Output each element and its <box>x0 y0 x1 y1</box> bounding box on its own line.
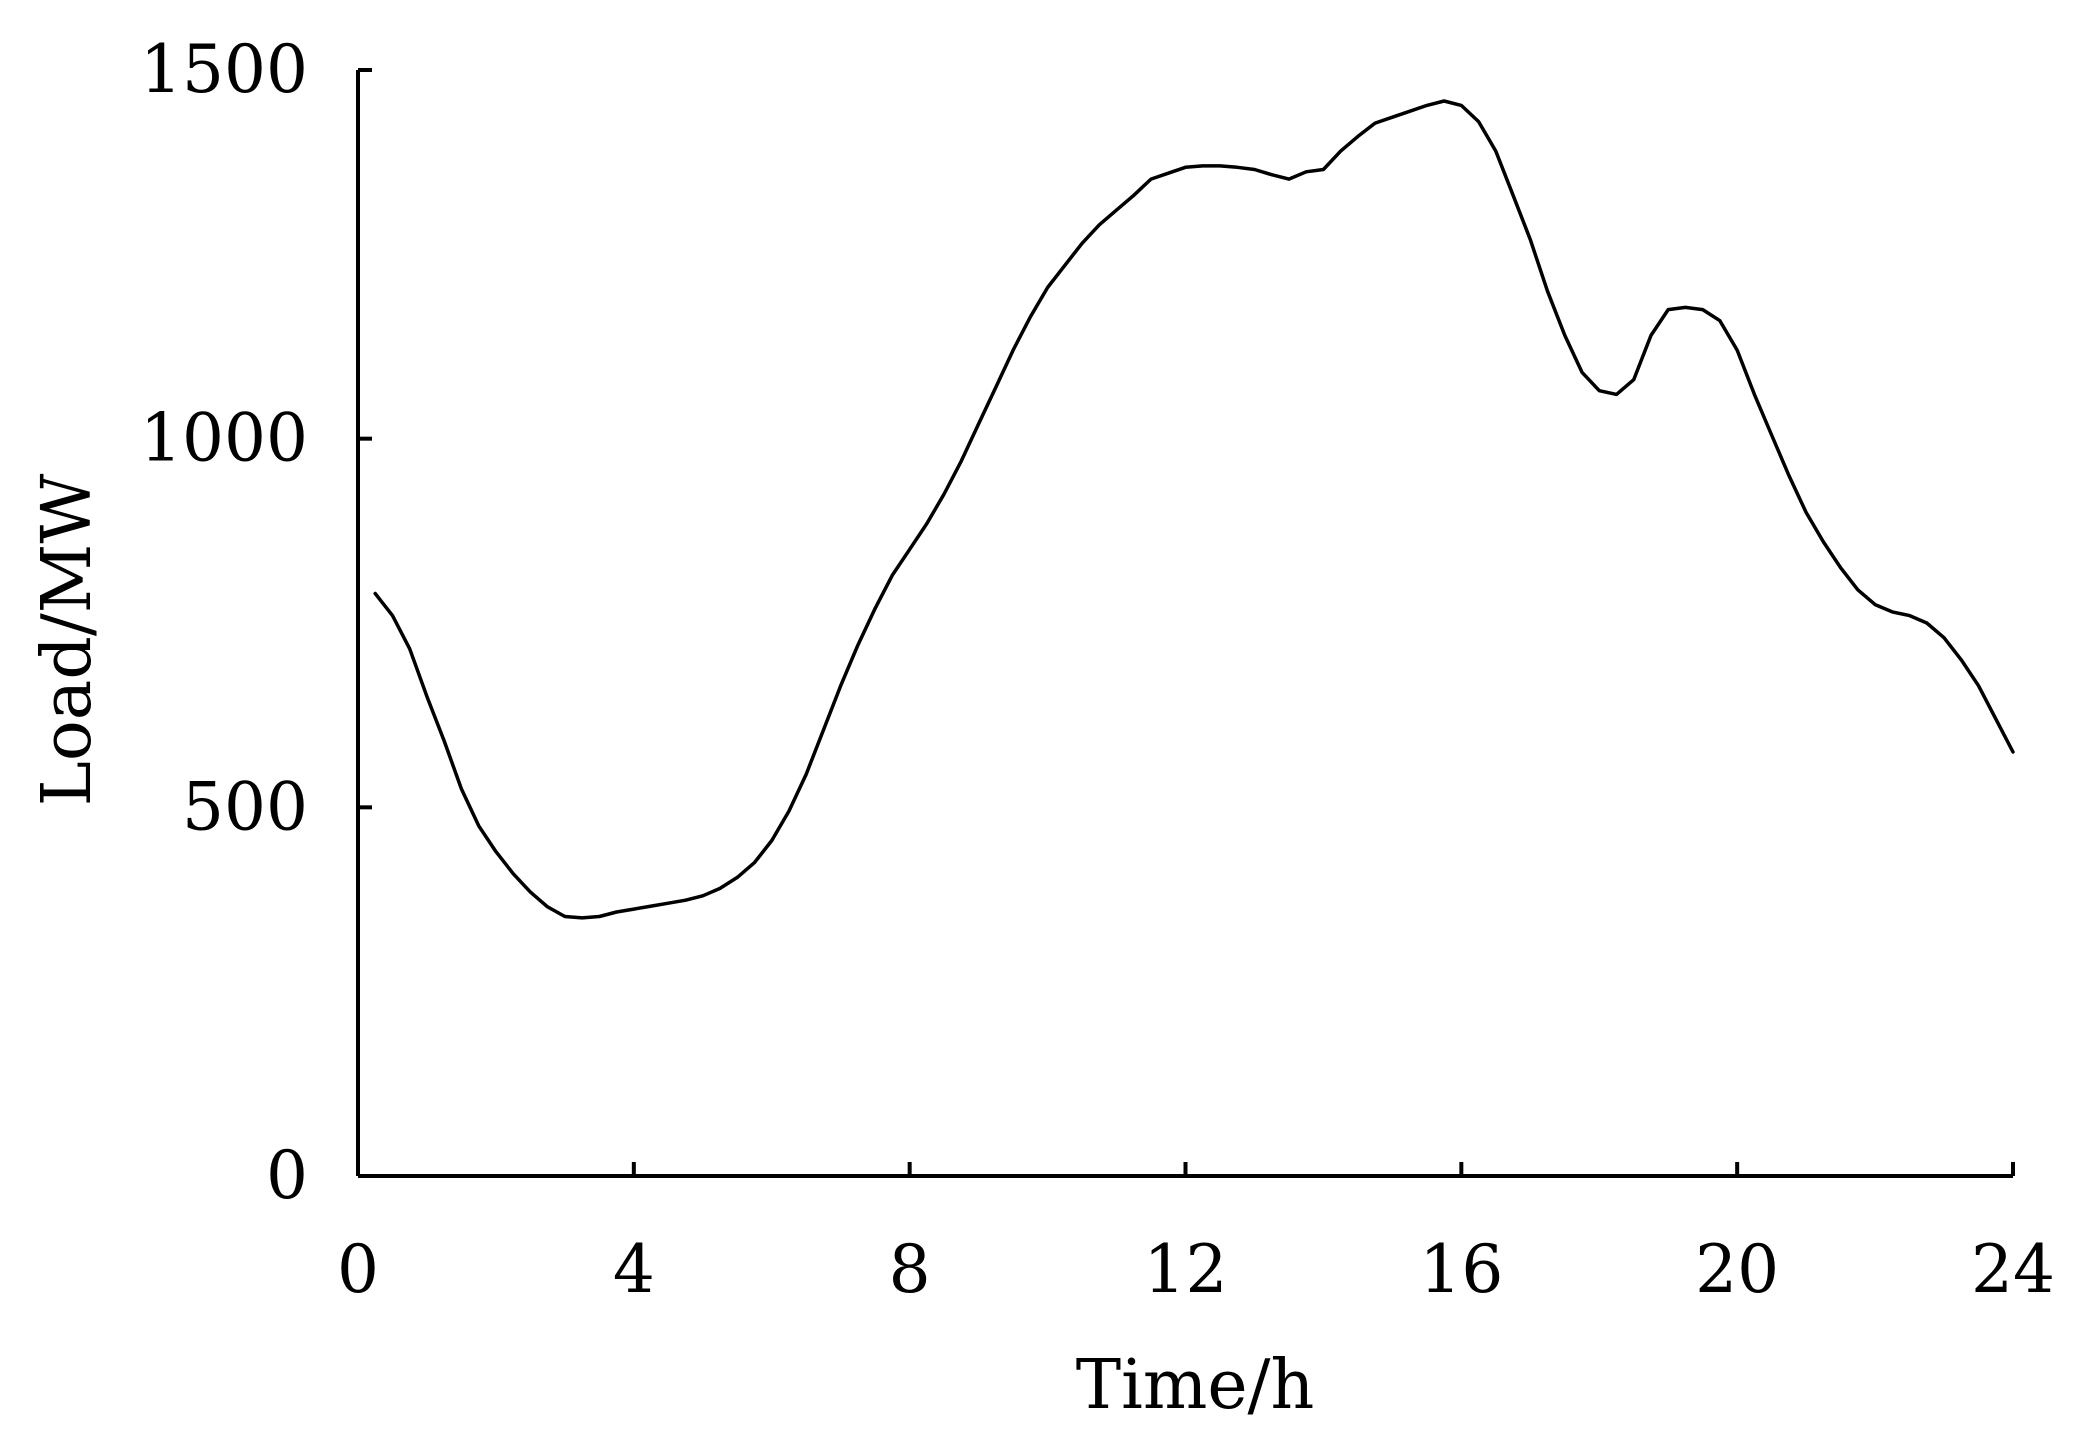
x-tick-label: 0 <box>337 1231 379 1308</box>
x-tick-label: 20 <box>1695 1231 1779 1308</box>
y-tick-label: 500 <box>182 768 308 845</box>
series-line <box>373 99 2015 920</box>
series-group <box>373 99 2015 920</box>
x-tick-label: 4 <box>613 1231 655 1308</box>
x-tick-label: 8 <box>889 1231 931 1308</box>
y-tick-label: 1500 <box>140 31 308 108</box>
x-tick-label: 24 <box>1971 1231 2055 1308</box>
y-tick-label: 0 <box>266 1137 308 1214</box>
y-axis-ticks: 0 500 1000 1500 <box>140 31 372 1214</box>
x-axis-ticks: 0 4 8 12 16 20 24 <box>337 1162 2055 1308</box>
y-tick-label: 1000 <box>140 400 308 477</box>
y-axis-title: Load/MW <box>28 474 107 807</box>
x-axis-title: Time/h <box>1076 1346 1315 1425</box>
x-tick-label: 16 <box>1419 1231 1503 1308</box>
x-tick-label: 12 <box>1144 1231 1228 1308</box>
